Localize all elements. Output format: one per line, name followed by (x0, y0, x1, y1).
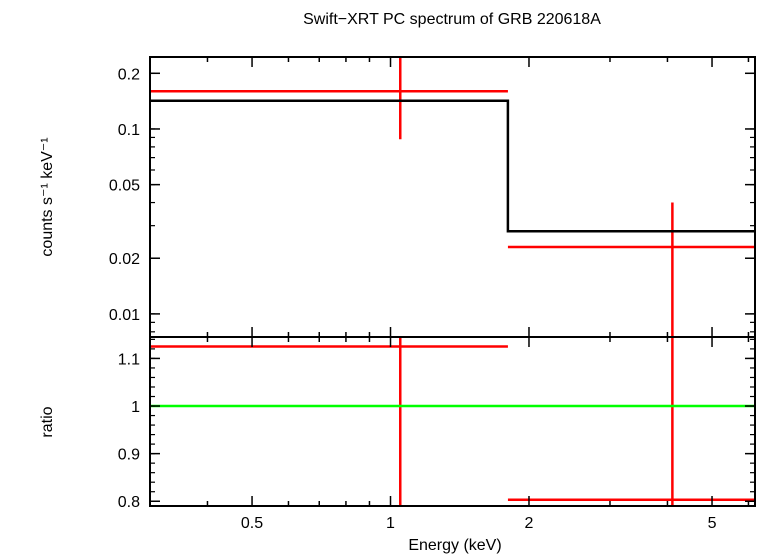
x-axis-label: Energy (keV) (408, 537, 501, 554)
y-tick-label: 0.2 (118, 66, 140, 83)
x-tick-label: 5 (708, 515, 717, 532)
y-tick-label: 0.1 (118, 122, 140, 139)
plot-frame (149, 56, 756, 338)
y-tick-label: 0.05 (109, 178, 140, 195)
y-tick-label: 0.9 (118, 447, 140, 464)
x-tick-label: 1 (386, 515, 395, 532)
y-tick-label: 0.01 (109, 307, 140, 324)
y-axis-label-ratio: ratio (39, 406, 56, 437)
y-tick-label: 1.1 (118, 351, 140, 368)
y-tick-label: 0.02 (109, 251, 140, 268)
plot-frame (149, 336, 756, 507)
y-axis-label-spectrum: counts s⁻¹ keV⁻¹ (39, 137, 56, 256)
x-tick-label: 2 (525, 515, 534, 532)
y-tick-label: 1 (131, 399, 140, 416)
x-tick-label: 0.5 (241, 515, 263, 532)
model-step-line (150, 99, 755, 233)
spectrum-panel: 0.01 0.02 0.05 0.1 0.2 (109, 56, 756, 338)
chart-title: Swift−XRT PC spectrum of GRB 220618A (303, 11, 601, 28)
y-tick-label: 0.8 (118, 494, 140, 511)
ratio-panel: 0.8 0.9 1 1.1 0.5 1 2 5 (118, 336, 756, 532)
